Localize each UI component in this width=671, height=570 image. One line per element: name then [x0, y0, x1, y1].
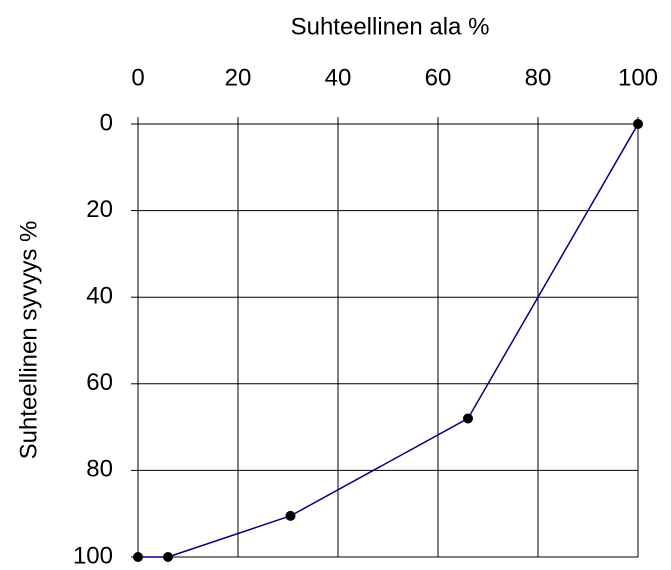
x-tick-label: 20 [225, 64, 252, 91]
x-tick-label: 0 [131, 64, 144, 91]
data-point [633, 119, 643, 129]
y-tick-label: 100 [73, 542, 113, 569]
data-point [163, 552, 173, 562]
y-tick-label: 20 [86, 196, 113, 223]
x-tick-label: 40 [325, 64, 352, 91]
x-tick-label: 60 [425, 64, 452, 91]
y-tick-label: 80 [86, 456, 113, 483]
data-point [133, 552, 143, 562]
x-axis-label: Suhteellinen ala % [291, 13, 490, 40]
y-tick-label: 0 [100, 109, 113, 136]
y-axis-label: Suhteellinen syvyys % [15, 221, 42, 460]
y-tick-label: 60 [86, 369, 113, 396]
x-tick-label: 100 [618, 64, 658, 91]
data-point [285, 510, 296, 521]
y-tick-label: 40 [86, 283, 113, 310]
plot-frame [137, 123, 639, 558]
data-point [463, 413, 473, 424]
data-line [138, 123, 639, 558]
x-tick-label: 80 [525, 64, 552, 91]
